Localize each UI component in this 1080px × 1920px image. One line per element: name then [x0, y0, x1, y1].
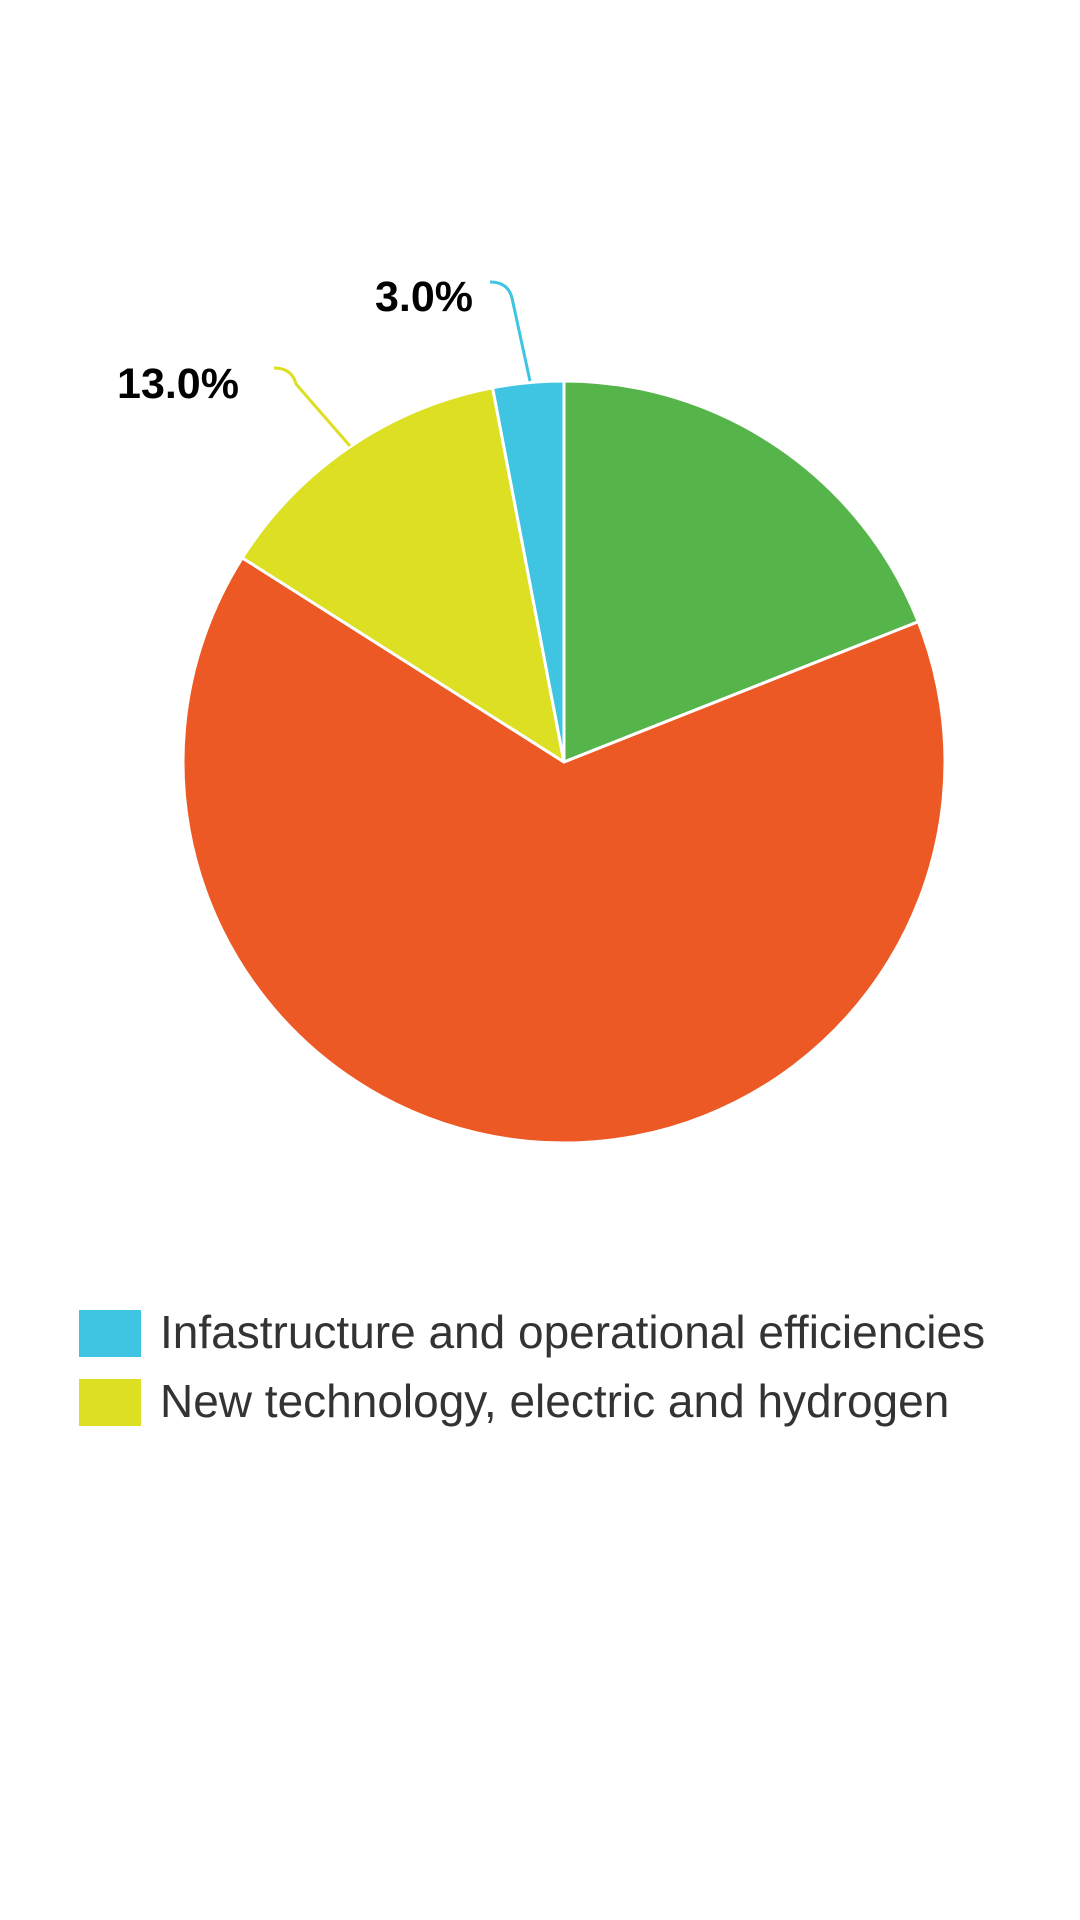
legend: Infastructure and operational efficienci… — [79, 1306, 985, 1427]
data-label-4: 3.0% — [375, 273, 473, 321]
pie-slice-4 — [491, 379, 566, 764]
label-leader-lines — [273, 280, 532, 447]
legend-swatch-2 — [79, 1379, 141, 1426]
pie-slice-2 — [181, 556, 947, 1145]
leader-line-4 — [489, 280, 532, 382]
legend-label-2: New technology, electric and hydrogen — [160, 1375, 949, 1427]
data-label-3: 13.0% — [117, 360, 239, 408]
legend-label-1: Infastructure and operational efficienci… — [160, 1306, 985, 1358]
pie-slice-1 — [562, 379, 920, 764]
leader-line-3 — [273, 366, 352, 447]
data-labels: 13.0% 3.0% — [117, 273, 473, 408]
pie-slice-3 — [240, 386, 566, 764]
legend-swatch-1 — [79, 1310, 141, 1357]
pie-slices — [181, 379, 947, 1145]
